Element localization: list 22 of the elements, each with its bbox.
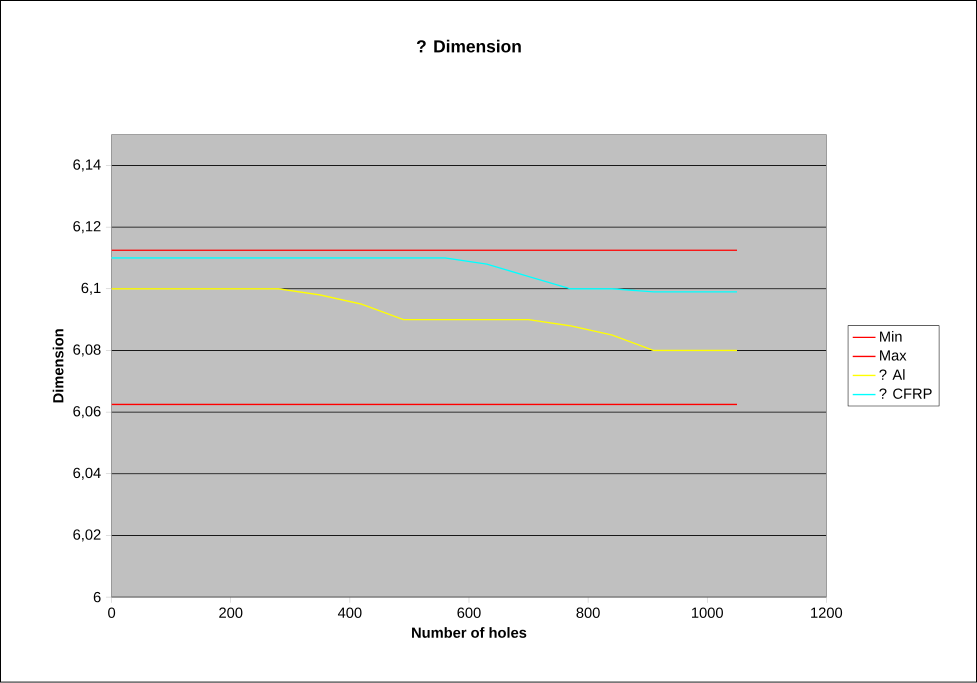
y-tick-label: 6,06	[73, 406, 101, 418]
y-tick-label: 6,02	[73, 530, 100, 542]
legend-label: ? Al	[879, 369, 905, 380]
legend-label: ? CFRP	[879, 388, 932, 399]
y-tick-label: 6	[94, 592, 101, 602]
legend-label: Min	[880, 331, 902, 342]
y-tick-label: 6,14	[73, 160, 101, 172]
y-tick-label: 6,1	[82, 282, 100, 296]
x-tick-label: 1000	[692, 608, 723, 618]
x-tick-label: 200	[219, 608, 242, 618]
y-tick-label: 6,12	[73, 221, 100, 234]
x-tick-label: 0	[108, 608, 116, 618]
x-tick-label: 1200	[811, 608, 842, 618]
x-axis-title: Number of holes	[412, 627, 526, 638]
x-tick-label: 600	[457, 608, 481, 618]
y-tick-label: 6,08	[73, 344, 101, 357]
y-tick-label: 6,04	[73, 468, 101, 480]
y-axis-title: Dimension	[52, 329, 64, 403]
chart-title: ? Dimension	[416, 40, 521, 53]
legend-label: Max	[880, 350, 906, 361]
x-tick-label: 400	[338, 608, 362, 618]
x-tick-label: 800	[576, 608, 600, 618]
